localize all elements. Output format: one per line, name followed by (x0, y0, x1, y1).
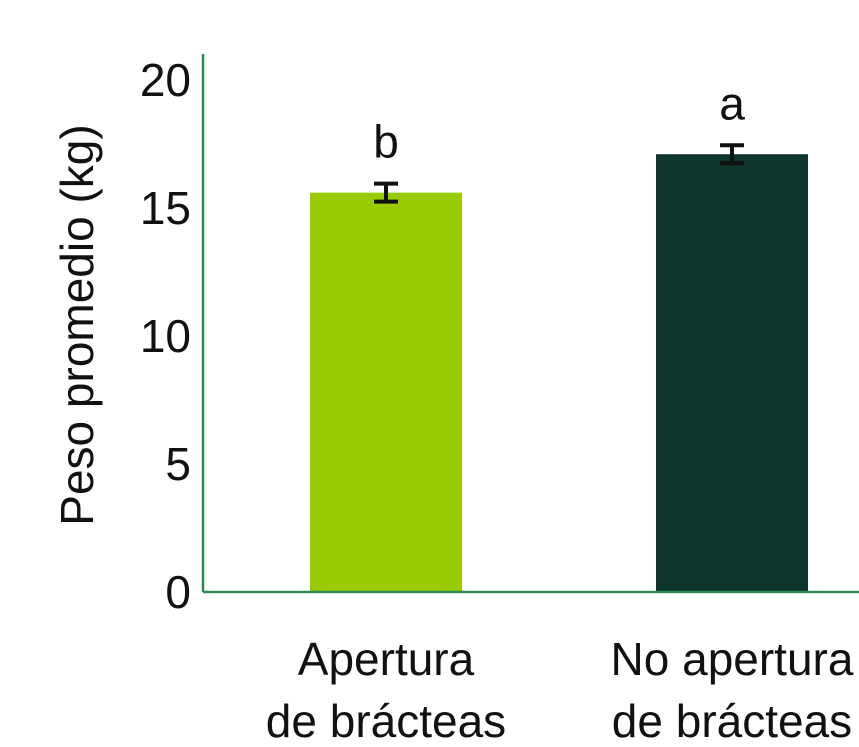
x-category-label: de brácteas (612, 695, 852, 747)
error-bars (374, 143, 744, 204)
y-axis-title: Peso promedio (kg) (51, 124, 103, 525)
bars (310, 154, 808, 593)
x-category-label: No apertura (611, 633, 854, 685)
y-axis-ticks: 0 5 10 15 20 (140, 54, 191, 618)
bar (656, 154, 808, 593)
x-category-label: Apertura (298, 633, 475, 685)
y-tick-label: 10 (140, 310, 191, 362)
x-axis-categories: Apertura de brácteas No apertura de bráctea… (266, 633, 854, 747)
y-tick-label: 0 (165, 566, 191, 618)
bar (310, 192, 462, 592)
significance-letter: b (373, 116, 399, 168)
significance-letters: ba (373, 77, 745, 167)
y-axis-title-group: Peso promedio (kg) (51, 124, 103, 525)
y-tick-label: 15 (140, 182, 191, 234)
significance-letter: a (719, 77, 745, 129)
error-bar (720, 143, 744, 166)
x-category-label: de brácteas (266, 695, 506, 747)
y-tick-label: 5 (165, 438, 191, 490)
y-tick-label: 20 (140, 54, 191, 106)
error-bar (374, 181, 398, 204)
